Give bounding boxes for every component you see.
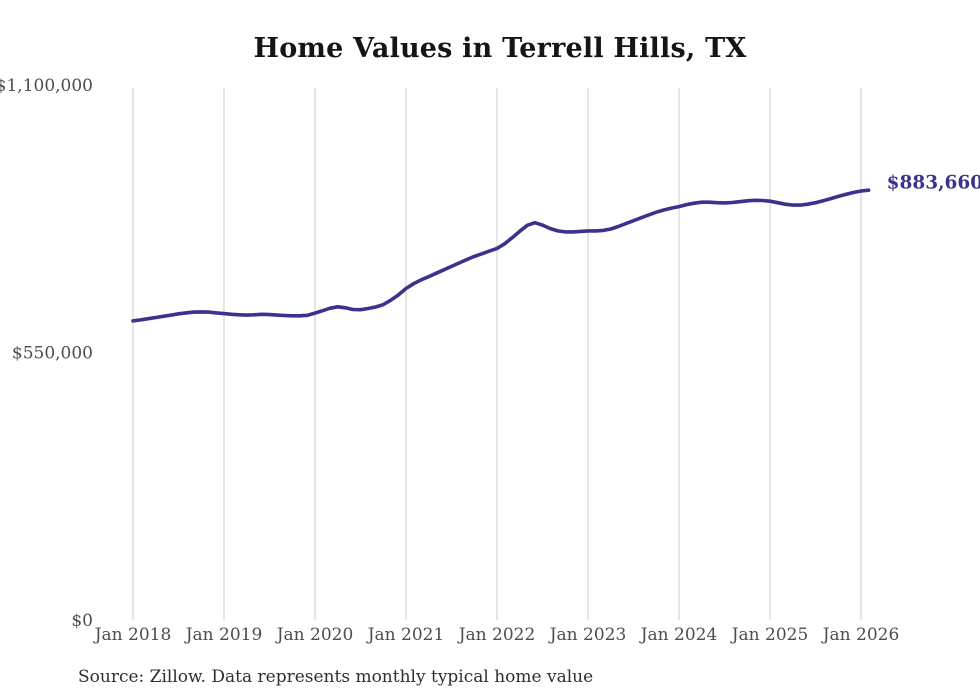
x-axis-tick-label: Jan 2022	[457, 625, 536, 645]
x-axis-tick-label: Jan 2021	[366, 625, 445, 645]
y-axis-tick-label: $550,000	[12, 344, 93, 364]
home-value-line	[131, 188, 871, 323]
source-note: Source: Zillow. Data represents monthly …	[78, 667, 594, 687]
x-axis-tick-label: Jan 2020	[275, 625, 354, 645]
latest-value-label: $883,660	[887, 173, 980, 194]
y-axis-tick-label: $1,100,000	[0, 76, 93, 96]
x-axis-tick-label: Jan 2024	[639, 625, 718, 645]
x-axis-tick-label: Jan 2025	[730, 625, 809, 645]
chart-title: Home Values in Terrell Hills, TX	[253, 33, 747, 64]
x-axis-tick-label: Jan 2026	[821, 625, 900, 645]
x-axis-tick-label: Jan 2023	[548, 625, 627, 645]
x-axis-tick-label: Jan 2019	[184, 625, 263, 645]
x-axis-tick-label: Jan 2018	[93, 625, 172, 645]
y-axis-tick-label: $0	[71, 611, 93, 631]
